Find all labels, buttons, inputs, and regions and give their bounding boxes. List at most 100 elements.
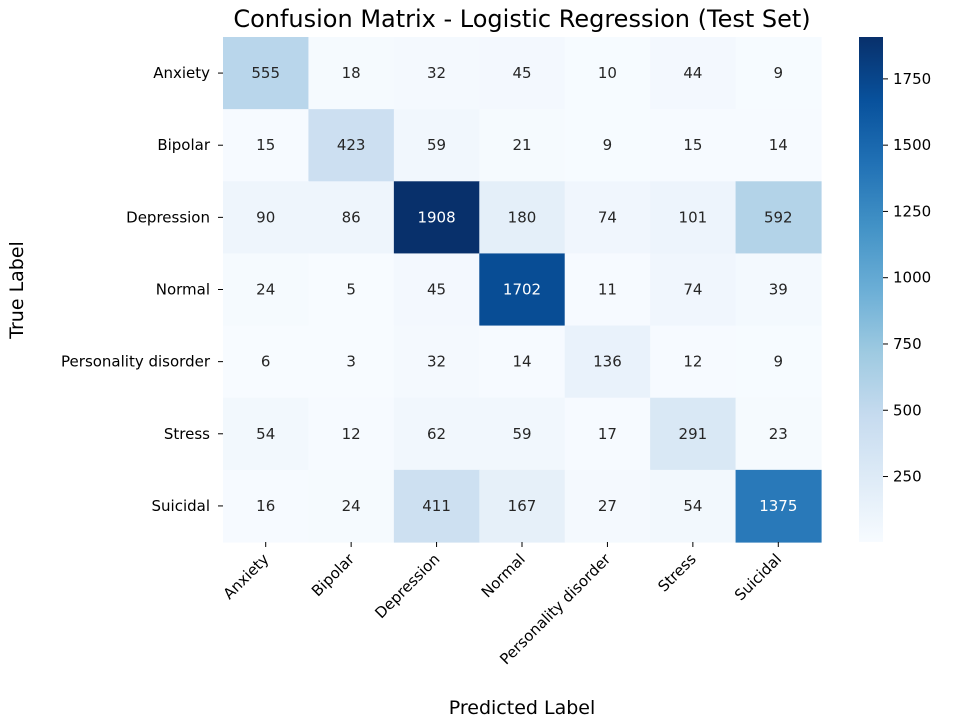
cell-value-label: 3 bbox=[346, 353, 356, 371]
heatmap-cell-anxiety-anxiety bbox=[223, 37, 310, 110]
cell-value-label: 1375 bbox=[759, 497, 797, 515]
cell-value-label: 12 bbox=[683, 353, 702, 371]
heatmap-cell-anxiety-personality-disorder bbox=[564, 37, 651, 110]
y-tick-label: Stress bbox=[164, 425, 210, 443]
y-tick-label: Bipolar bbox=[157, 136, 211, 154]
y-tick-label: Anxiety bbox=[153, 64, 210, 82]
heatmap-cell-anxiety-bipolar bbox=[308, 37, 395, 110]
y-tick-label: Personality disorder bbox=[61, 353, 211, 371]
cell-value-label: 1908 bbox=[417, 208, 455, 226]
cell-value-label: 5 bbox=[346, 281, 356, 299]
heatmap-cell-depression-depression bbox=[393, 181, 480, 255]
heatmap-cell-anxiety-normal bbox=[479, 37, 566, 110]
cell-value-label: 17 bbox=[598, 425, 617, 443]
heatmap-cell-suicidal-anxiety bbox=[223, 469, 310, 543]
heatmap-cell-anxiety-stress bbox=[650, 37, 737, 110]
cell-value-label: 59 bbox=[512, 425, 531, 443]
y-tick-label: Normal bbox=[156, 281, 210, 299]
cell-value-label: 167 bbox=[508, 497, 537, 515]
heatmap-cell-suicidal-suicidal bbox=[735, 469, 822, 543]
cell-value-label: 16 bbox=[256, 497, 275, 515]
cell-value-label: 411 bbox=[422, 497, 451, 515]
cell-value-label: 59 bbox=[427, 136, 446, 154]
cell-value-label: 15 bbox=[683, 136, 702, 154]
heatmap-cell-normal-anxiety bbox=[223, 253, 310, 327]
colorbar-tick-label: 750 bbox=[893, 335, 922, 353]
cell-value-label: 12 bbox=[342, 425, 361, 443]
cell-value-label: 90 bbox=[256, 208, 275, 226]
cell-value-label: 54 bbox=[256, 425, 275, 443]
heatmap-cell-personality-disorder-normal bbox=[479, 325, 566, 399]
cell-value-label: 9 bbox=[774, 353, 784, 371]
x-axis-label: Predicted Label bbox=[449, 697, 596, 719]
cell-value-label: 1702 bbox=[503, 281, 541, 299]
heatmap-cell-stress-bipolar bbox=[308, 397, 395, 471]
heatmap-cell-normal-depression bbox=[393, 253, 480, 327]
heatmap-cell-bipolar-depression bbox=[393, 109, 480, 182]
heatmap-cell-depression-suicidal bbox=[735, 181, 822, 255]
heatmap-cell-stress-personality-disorder bbox=[564, 397, 651, 471]
x-tick-label: Suicidal bbox=[731, 550, 785, 604]
cell-value-label: 32 bbox=[427, 353, 446, 371]
heatmap-cell-depression-anxiety bbox=[223, 181, 310, 255]
colorbar-tick-label: 500 bbox=[893, 401, 922, 419]
cell-value-label: 74 bbox=[683, 281, 702, 299]
heatmap-cells bbox=[223, 37, 822, 543]
colorbar-tick-label: 1250 bbox=[893, 202, 931, 220]
cell-value-label: 180 bbox=[508, 208, 537, 226]
heatmap-cell-normal-stress bbox=[650, 253, 737, 327]
heatmap-cell-stress-anxiety bbox=[223, 397, 310, 471]
heatmap-cell-bipolar-personality-disorder bbox=[564, 109, 651, 182]
cell-value-label: 45 bbox=[427, 281, 446, 299]
cell-value-label: 136 bbox=[593, 353, 622, 371]
cell-value-label: 9 bbox=[603, 136, 613, 154]
heatmap-cell-personality-disorder-bipolar bbox=[308, 325, 395, 399]
heatmap-cell-stress-normal bbox=[479, 397, 566, 471]
y-axis: Anxiety Bipolar Depression Normal Personalit… bbox=[61, 64, 223, 515]
heatmap-cell-depression-bipolar bbox=[308, 181, 395, 255]
cell-value-label: 9 bbox=[774, 64, 784, 82]
cell-value-label: 6 bbox=[261, 353, 271, 371]
heatmap-cell-bipolar-normal bbox=[479, 109, 566, 182]
heatmap-cell-personality-disorder-depression bbox=[393, 325, 480, 399]
cell-value-label: 592 bbox=[764, 208, 793, 226]
heatmap-cell-personality-disorder-suicidal bbox=[735, 325, 822, 399]
cell-value-label: 423 bbox=[337, 136, 366, 154]
cell-value-label: 21 bbox=[512, 136, 531, 154]
heatmap-cell-depression-personality-disorder bbox=[564, 181, 651, 255]
cell-value-label: 24 bbox=[256, 281, 275, 299]
heatmap-cell-personality-disorder-personality-disorder bbox=[564, 325, 651, 399]
colorbar-tick-label: 1750 bbox=[893, 70, 931, 88]
heatmap-cell-bipolar-anxiety bbox=[223, 109, 310, 182]
cell-value-label: 45 bbox=[512, 64, 531, 82]
heatmap-cell-normal-personality-disorder bbox=[564, 253, 651, 327]
heatmap-cell-bipolar-bipolar bbox=[308, 109, 395, 182]
heatmap-cell-suicidal-depression bbox=[393, 469, 480, 543]
heatmap-cell-suicidal-bipolar bbox=[308, 469, 395, 543]
cell-value-label: 23 bbox=[769, 425, 788, 443]
cell-value-label: 86 bbox=[342, 208, 361, 226]
cell-value-label: 555 bbox=[251, 64, 280, 82]
x-axis: Anxiety Bipolar Depression NormalPersonalit… bbox=[220, 542, 785, 668]
colorbar-ticks: 250 500 750 1000 1250 1500 1750 bbox=[883, 70, 931, 486]
x-tick-label: Anxiety bbox=[220, 550, 273, 603]
heatmap-cell-depression-stress bbox=[650, 181, 737, 255]
heatmap-cell-stress-suicidal bbox=[735, 397, 822, 471]
heatmap-cell-bipolar-stress bbox=[650, 109, 737, 182]
heatmap-cell-suicidal-personality-disorder bbox=[564, 469, 651, 543]
heatmap-cell-stress-stress bbox=[650, 397, 737, 471]
cell-value-label: 44 bbox=[683, 64, 702, 82]
colorbar-tick-label: 1000 bbox=[893, 269, 931, 287]
colorbar-tick-label: 1500 bbox=[893, 136, 931, 154]
x-tick-label: Normal bbox=[478, 550, 529, 601]
x-tick-label: Depression bbox=[371, 550, 443, 622]
cell-value-label: 74 bbox=[598, 208, 617, 226]
cell-value-label: 27 bbox=[598, 497, 617, 515]
chart-title: Confusion Matrix - Logistic Regression (… bbox=[233, 5, 810, 33]
cell-value-label: 14 bbox=[769, 136, 788, 154]
cell-value-label: 291 bbox=[679, 425, 708, 443]
cell-value-label: 14 bbox=[512, 353, 531, 371]
